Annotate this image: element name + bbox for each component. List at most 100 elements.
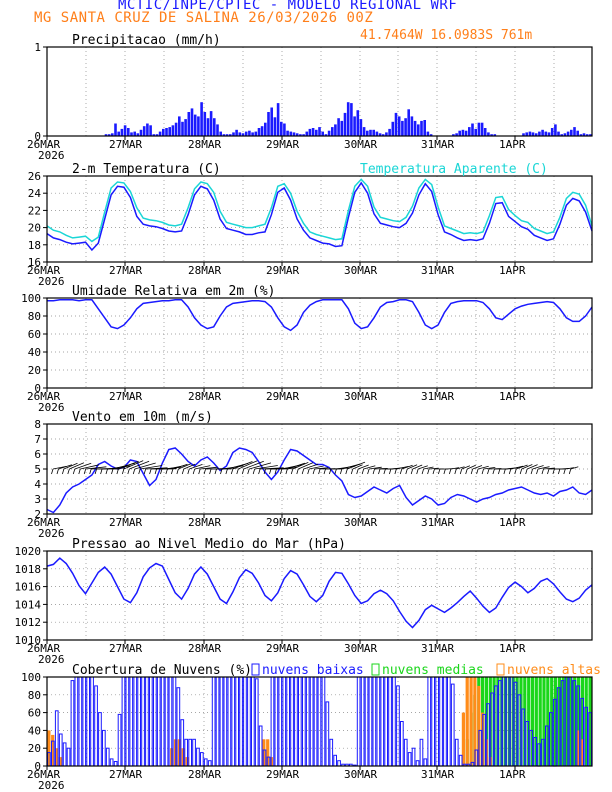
- wind-barb: [309, 465, 324, 470]
- y-tick-label: 8: [34, 418, 41, 431]
- cloud-bar-baixas: [454, 738, 459, 767]
- cloud-bar-medias: [565, 677, 569, 766]
- cloud-bar-baixas: [407, 752, 412, 767]
- cloud-bar-medias: [546, 677, 550, 766]
- cloud-bar-baixas: [494, 685, 498, 767]
- legend-swatch: [496, 663, 505, 676]
- wind-barb: [472, 465, 483, 470]
- cloud-bar-medias: [561, 677, 565, 766]
- precip-bar: [413, 120, 417, 136]
- wind-barb: [260, 467, 284, 470]
- precip-bar: [375, 131, 379, 136]
- x-tick-label: 31MAR: [421, 264, 454, 277]
- wind-barb-feather: [449, 468, 452, 475]
- cloud-bar-baixas: [458, 754, 463, 767]
- y-tick-label: 26: [28, 170, 41, 183]
- y-tick-label: 1: [34, 41, 41, 54]
- y-tick-label: 16: [28, 256, 41, 269]
- precip-bar: [187, 112, 191, 136]
- cloud-bar-baixas: [251, 676, 255, 767]
- y-tick-label: 3: [34, 493, 41, 506]
- wind-barb: [145, 467, 168, 470]
- cloud-bar-altas: [51, 734, 55, 766]
- y-tick-label: 1020: [15, 545, 42, 558]
- wind-barb-feather: [547, 468, 550, 475]
- wind-barb: [85, 466, 107, 470]
- precip-bar: [487, 132, 490, 136]
- y-tick-label: 0: [34, 130, 41, 143]
- cloud-bar-baixas: [211, 676, 216, 767]
- cloud-bar-baixas: [368, 676, 373, 767]
- cloud-bar-baixas: [333, 754, 337, 767]
- wind-barb: [123, 460, 144, 470]
- cloud-bar-baixas: [501, 676, 506, 767]
- precip-bar: [582, 133, 586, 136]
- cloud-bar-baixas: [90, 676, 94, 767]
- wind-barb-feather: [269, 468, 272, 475]
- precip-bar: [452, 134, 455, 136]
- wind-barb-feather: [410, 468, 414, 475]
- cloud-bar-baixas: [282, 676, 287, 767]
- cloud-bar-baixas: [313, 676, 318, 767]
- cloud-bar-baixas: [372, 676, 377, 767]
- x-tick-label: 26MAR: [27, 390, 60, 403]
- y-tick-label: 5: [34, 463, 41, 476]
- panel-frame: [46, 550, 593, 641]
- precip-bar: [315, 129, 318, 136]
- x-tick-label: 1APR: [499, 390, 526, 403]
- wind-barb-feather: [514, 468, 517, 475]
- precip-bar: [576, 130, 579, 136]
- wind-barb-feather: [236, 468, 239, 475]
- cloud-bar-baixas: [286, 676, 290, 767]
- wind-barb: [429, 467, 439, 470]
- wind-barb-feather: [225, 468, 228, 475]
- cloud-bar-baixas: [309, 676, 314, 767]
- wind-barb-feather: [432, 468, 435, 475]
- precip-bar: [538, 131, 541, 136]
- wind-barb-feather: [427, 468, 430, 475]
- precip-bar: [197, 116, 200, 136]
- cloud-bar-medias: [576, 677, 581, 766]
- precip-bar: [480, 122, 484, 136]
- cloud-bar-altas: [477, 685, 481, 766]
- precip-bar: [420, 120, 423, 136]
- precip-bar: [471, 123, 474, 136]
- precip-bar: [193, 114, 197, 136]
- cloud-bar-baixas: [254, 678, 259, 767]
- wind-barb-feather: [203, 468, 206, 475]
- panel-frame: [46, 297, 593, 389]
- precip-bar: [213, 118, 216, 136]
- x-tick-label: 1APR: [499, 768, 526, 781]
- precip-bar: [155, 134, 159, 136]
- wind-barb-feather: [72, 468, 76, 475]
- precip-bar: [168, 127, 171, 136]
- wind-barb-feather: [394, 468, 397, 475]
- precip-bar: [181, 121, 184, 136]
- cloud-bar-baixas: [133, 676, 138, 767]
- cloud-bar-baixas: [325, 701, 330, 767]
- panel-title: Umidade Relativa em 2m (%): [72, 284, 276, 299]
- panel-title: Precipitacao (mm/h): [72, 33, 221, 48]
- wind-barb-feather: [312, 468, 315, 475]
- cloud-bar-medias: [573, 677, 577, 766]
- cloud-bar-baixas: [258, 725, 263, 767]
- wind-barb-feather: [56, 468, 59, 475]
- wind-barb-feather: [247, 468, 250, 475]
- cloud-bar-baixas: [305, 676, 310, 767]
- wind-barb: [254, 465, 278, 470]
- wind-barb-feather: [454, 468, 457, 475]
- wind-barb-feather: [62, 468, 65, 475]
- precip-bar: [114, 123, 117, 136]
- wind-barb: [526, 464, 538, 470]
- cloud-bar-baixas: [160, 676, 165, 767]
- precip-bar: [378, 133, 382, 136]
- precip-bar: [133, 131, 136, 136]
- wind-barb: [200, 466, 218, 470]
- wind-barb-feather: [149, 468, 152, 475]
- precip-bar: [340, 120, 344, 136]
- wind-barb: [243, 460, 264, 470]
- cloud-bar-altas: [469, 677, 473, 766]
- precip-bar: [585, 134, 589, 136]
- wind-barb: [69, 462, 85, 470]
- x-year-label: 2026: [38, 527, 65, 540]
